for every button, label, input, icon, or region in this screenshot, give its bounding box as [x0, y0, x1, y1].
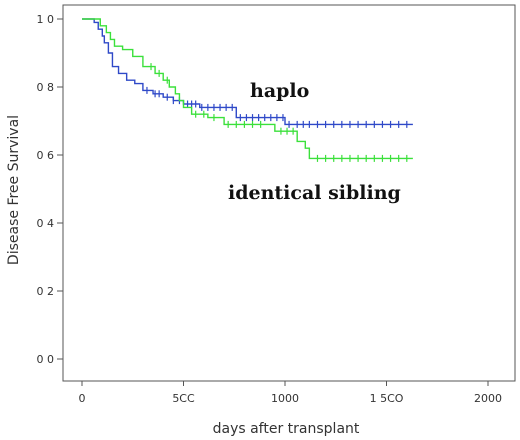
- y-tick-label: 1 0: [37, 13, 55, 26]
- y-axis-title: Disease Free Survival: [6, 115, 22, 265]
- plot-frame: [62, 4, 516, 382]
- x-axis: 0 5CC 1000 1 5CO 2000: [79, 381, 502, 405]
- annotation-identical-sibling: identical sibling: [228, 182, 401, 204]
- y-tick-label: 0 2: [37, 285, 55, 298]
- annotation-haplo: haplo: [250, 80, 309, 102]
- y-tick-label: 0 0: [37, 353, 55, 366]
- series-haplo: [82, 18, 413, 128]
- x-tick-label: 0: [79, 392, 86, 405]
- survival-line-identical-sibling: [82, 18, 413, 160]
- y-tick-label: 0 4: [37, 217, 55, 230]
- x-axis-title: days after transplant: [213, 421, 360, 437]
- x-tick-label: 1 5CO: [370, 392, 404, 405]
- y-axis: 0 0 0 2 0 4 0 6 0 8 1 0: [37, 13, 63, 366]
- series-layer: [82, 18, 413, 162]
- x-tick-label: 2000: [474, 392, 502, 405]
- y-tick-label: 0 8: [37, 81, 55, 94]
- x-tick-label: 1000: [271, 392, 299, 405]
- survival-line-haplo: [82, 18, 413, 126]
- series-identical-sibling: [82, 18, 413, 162]
- x-tick-label: 5CC: [172, 392, 195, 405]
- y-tick-label: 0 6: [37, 149, 55, 162]
